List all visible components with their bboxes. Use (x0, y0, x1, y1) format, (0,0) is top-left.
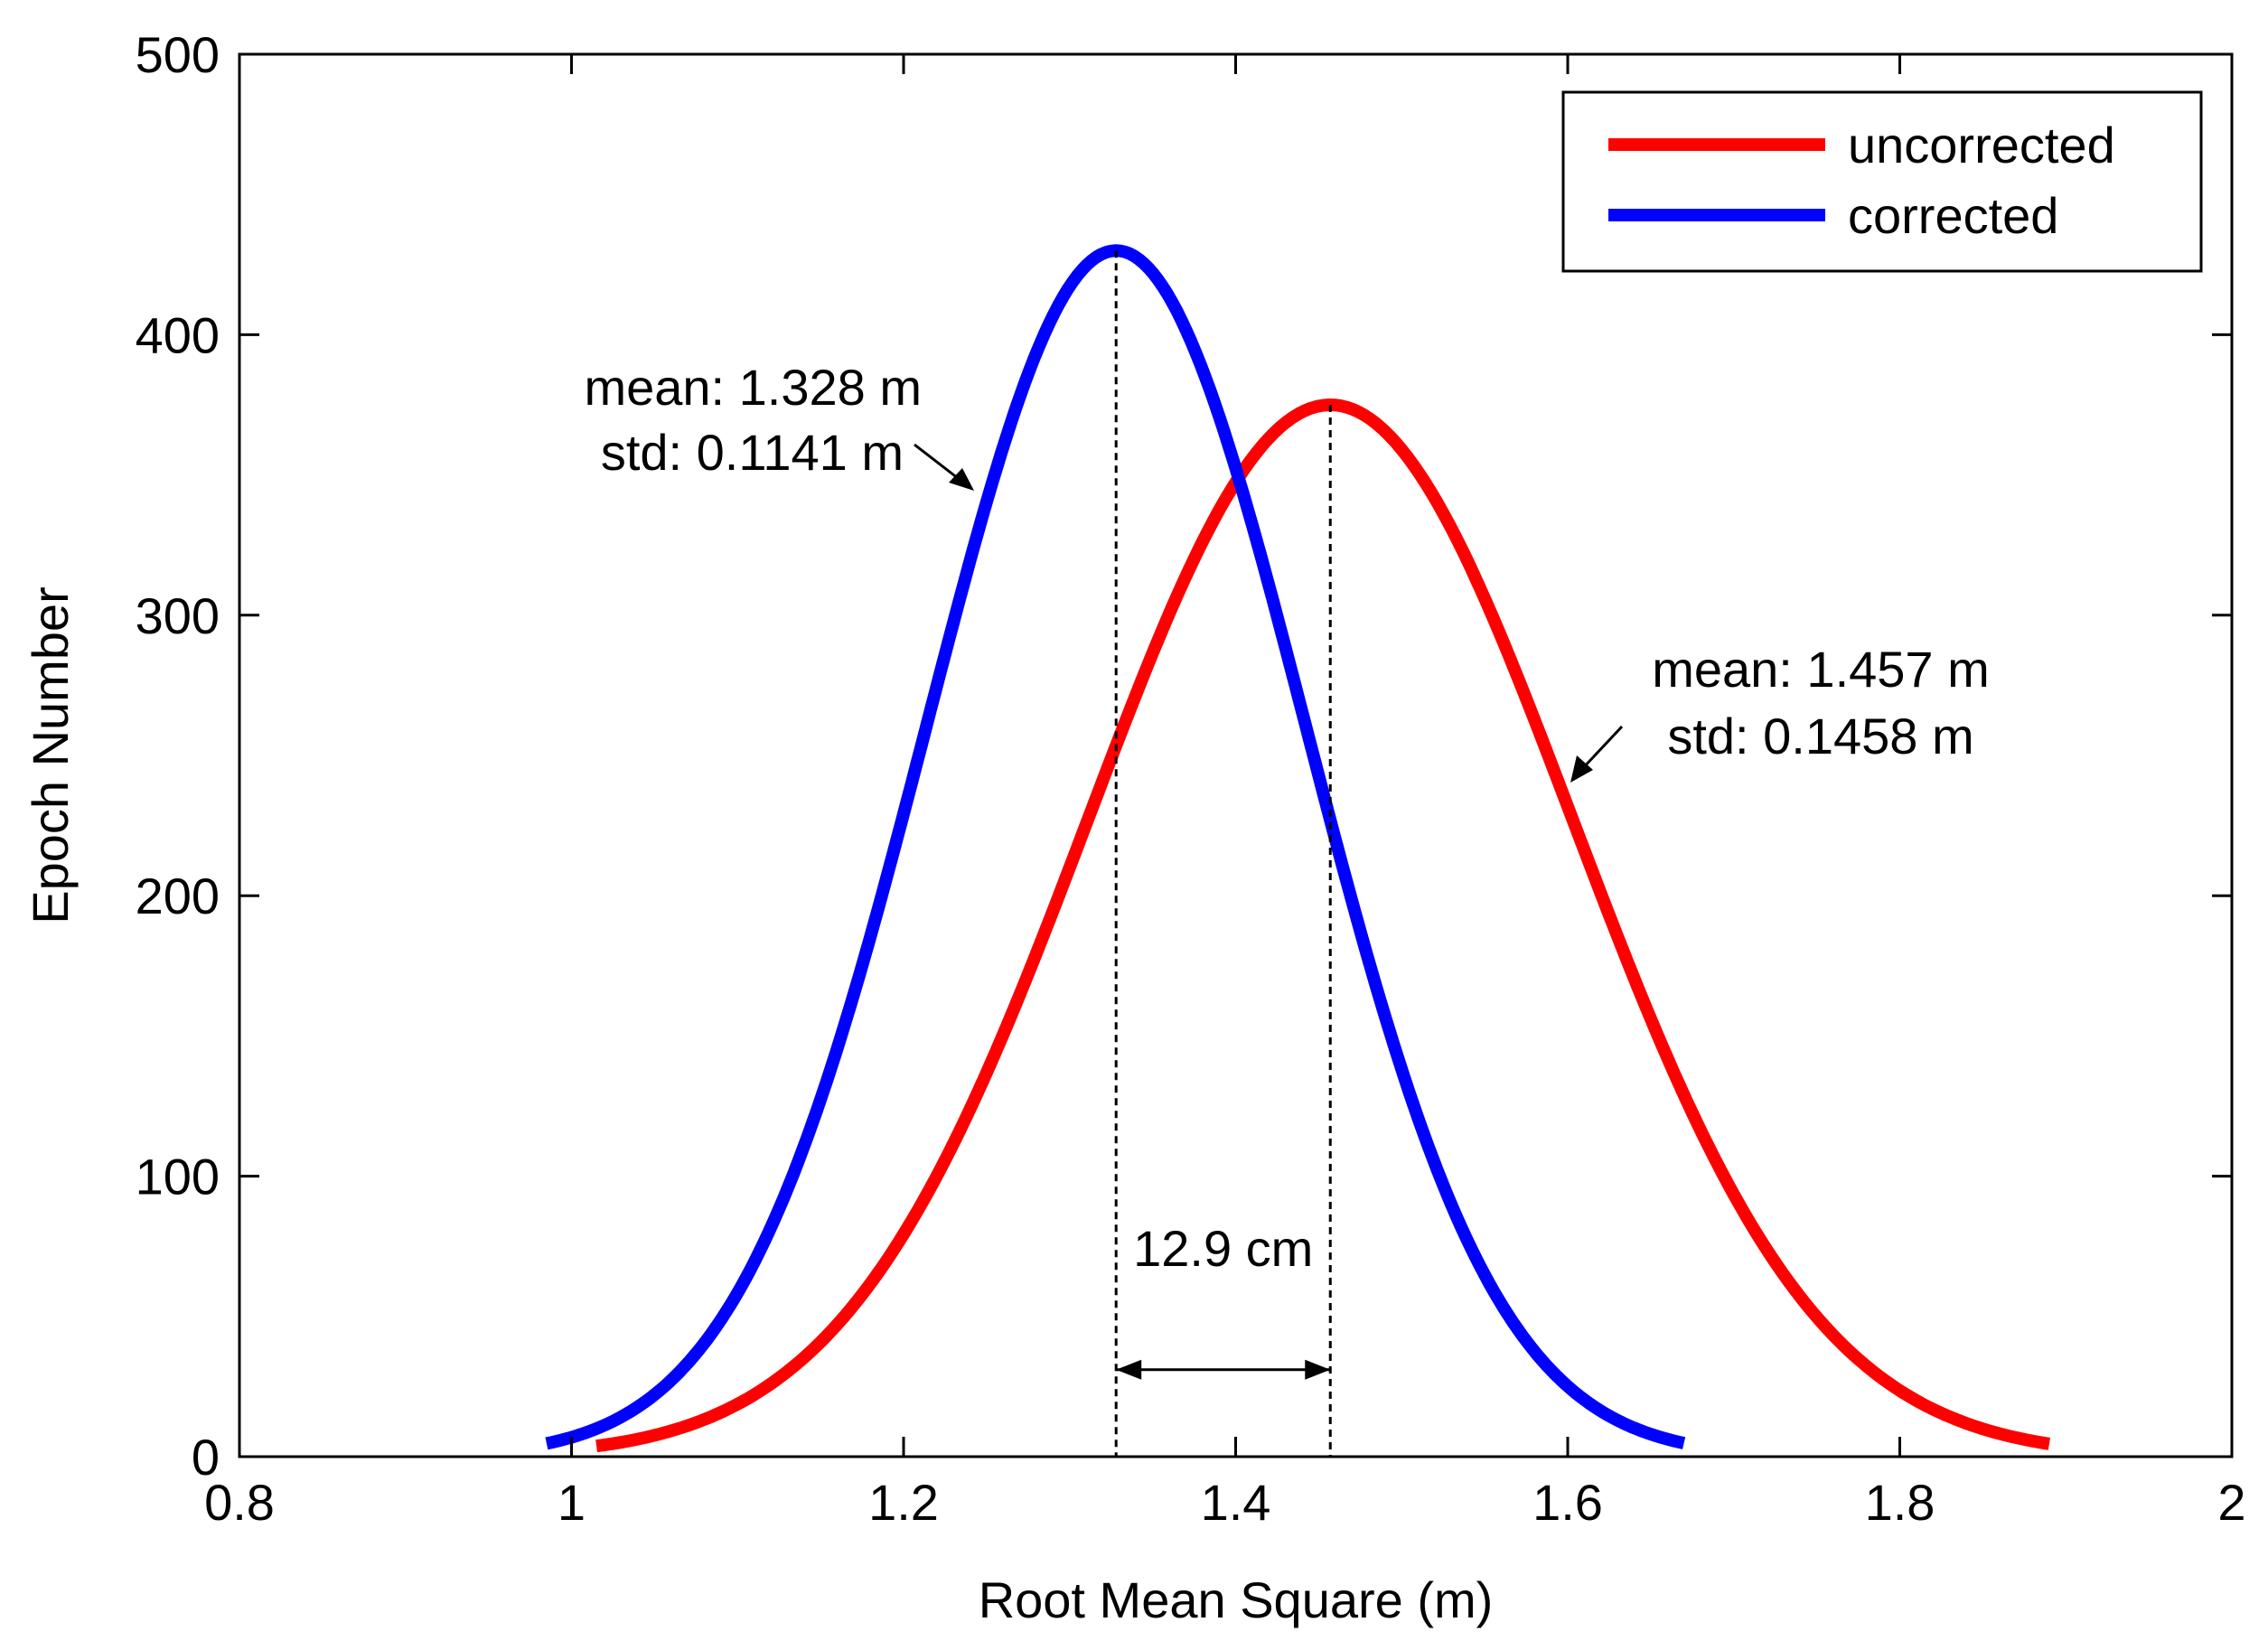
mean-difference-label: 12.9 cm (1133, 1220, 1313, 1277)
annotation-uncorrected-arrow (1579, 725, 1624, 772)
y-tick-label: 300 (136, 587, 220, 644)
legend-label-corrected: corrected (1848, 187, 2058, 244)
annotation-uncorrected-std: std: 0.1458 m (1667, 708, 1973, 764)
x-tick-label: 0.8 (204, 1474, 275, 1531)
x-tick-label: 2 (2217, 1474, 2245, 1531)
annotation-corrected-mean: mean: 1.328 m (584, 359, 922, 416)
series-line-uncorrected (595, 399, 2051, 1453)
annotation-corrected-arrow (914, 443, 963, 483)
annotation-uncorrected-mean: mean: 1.457 m (1652, 641, 1990, 698)
x-tick-label: 1.6 (1532, 1474, 1603, 1531)
y-axis-ticks: 0 100 200 300 400 500 (136, 26, 2232, 1486)
legend-box (1561, 90, 2203, 273)
y-axis-label: Epoch Number (22, 586, 79, 924)
x-tick-label: 1.4 (1201, 1474, 1271, 1531)
x-tick-label: 1 (558, 1474, 586, 1531)
legend: uncorrected corrected (1561, 90, 2203, 273)
x-tick-label: 1.8 (1865, 1474, 1935, 1531)
mean-guides (1114, 250, 1332, 1457)
y-tick-label: 400 (136, 306, 220, 363)
y-tick-label: 100 (136, 1149, 220, 1205)
annotation-uncorrected: mean: 1.457 m std: 0.1458 m (1570, 641, 1990, 783)
annotation-corrected: mean: 1.328 m std: 0.1141 m (584, 359, 974, 491)
mean-difference-arrowhead-right (1305, 1359, 1331, 1380)
mean-difference-arrowhead-left (1116, 1359, 1142, 1380)
x-axis-ticks: 0.8 1 1.2 1.4 1.6 1.8 2 (204, 54, 2246, 1531)
annotation-uncorrected-arrowhead (1570, 755, 1593, 783)
annotation-corrected-std: std: 0.1141 m (601, 424, 904, 481)
annotation-corrected-arrowhead (949, 468, 974, 491)
y-tick-label: 0 (192, 1429, 220, 1486)
y-tick-label: 500 (136, 26, 220, 83)
x-tick-label: 1.2 (868, 1474, 939, 1531)
x-axis-label: Root Mean Square (m) (979, 1571, 1494, 1628)
legend-label-uncorrected: uncorrected (1848, 117, 2115, 173)
y-tick-label: 200 (136, 867, 220, 924)
